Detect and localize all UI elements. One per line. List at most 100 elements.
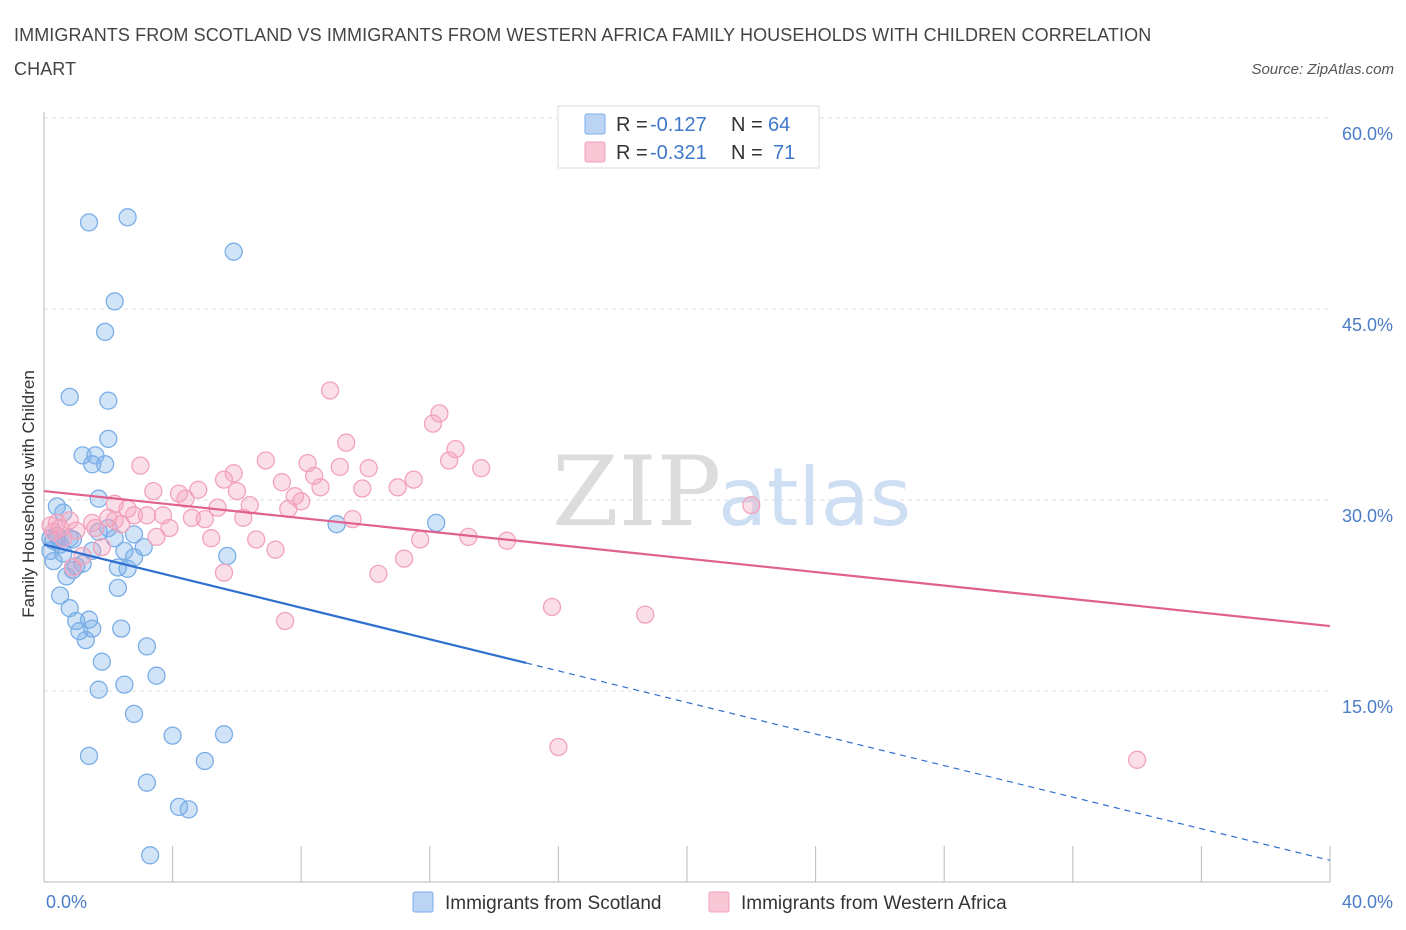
point-scotland-52 [95, 322, 115, 342]
point-scotland-59 [134, 537, 153, 557]
point-scotland-49 [99, 429, 118, 449]
point-scotland-6 [44, 551, 63, 571]
point-scotland-31 [115, 675, 134, 694]
bottom-legend-swatch-western-africa [708, 891, 730, 913]
point-western-africa-43 [311, 478, 330, 497]
point-scotland-30 [112, 619, 131, 638]
legend-swatch-scotland [584, 113, 606, 135]
point-scotland-27 [83, 619, 102, 638]
y-tick-label-2: 45.0% [1342, 315, 1393, 335]
point-western-africa-68 [214, 563, 234, 582]
point-western-africa-23 [176, 489, 195, 508]
point-western-africa-57 [439, 451, 459, 470]
legend-n-value-western-africa: 71 [773, 142, 795, 164]
legend-n-label: N = [731, 142, 763, 164]
point-western-africa-31 [227, 481, 247, 501]
point-scotland-60 [327, 515, 346, 534]
point-western-africa-66 [742, 495, 761, 515]
y-tick-label-3: 60.0% [1342, 124, 1393, 144]
point-western-africa-55 [423, 414, 443, 433]
y-tick-label-0: 15.0% [1342, 697, 1393, 717]
point-scotland-58 [108, 578, 128, 598]
point-western-africa-58 [446, 439, 465, 459]
point-western-africa-30 [224, 464, 243, 483]
point-scotland-32 [89, 680, 108, 699]
point-scotland-43 [140, 846, 160, 865]
correlation-legend: R = -0.127 N = 64 R = -0.321 N = 71 [557, 105, 820, 169]
legend-swatch-western-africa [584, 141, 606, 163]
point-western-africa-17 [137, 506, 157, 525]
point-scotland-62 [124, 525, 144, 544]
point-western-africa-40 [292, 492, 311, 511]
point-western-africa-44 [320, 381, 340, 400]
x-tick-label-max: 40.0% [1342, 892, 1393, 912]
point-western-africa-62 [542, 597, 562, 617]
x-tick-labels: 0.0% 40.0% [46, 892, 1393, 912]
point-western-africa-46 [337, 433, 356, 452]
point-western-africa-70 [105, 511, 124, 530]
point-western-africa-64 [549, 737, 568, 757]
trend-line-scotland [43, 543, 527, 665]
point-western-africa-25 [189, 480, 208, 499]
point-western-africa-15 [124, 506, 144, 525]
trend-lines [43, 489, 1331, 861]
point-western-africa-54 [411, 530, 430, 549]
y-tick-label-1: 30.0% [1342, 506, 1393, 526]
point-scotland-34 [137, 637, 157, 656]
point-scotland-56 [224, 242, 243, 261]
legend-n-label: N = [731, 114, 763, 136]
point-scotland-61 [427, 513, 446, 533]
legend-r-value-scotland: -0.127 [650, 114, 707, 136]
point-western-africa-36 [266, 540, 285, 559]
point-western-africa-35 [256, 451, 275, 470]
x-tick-label-min: 0.0% [46, 892, 87, 912]
point-western-africa-6 [67, 521, 86, 540]
point-western-africa-19 [147, 527, 166, 547]
point-western-africa-16 [131, 456, 150, 475]
point-western-africa-29 [214, 470, 234, 489]
point-scotland-33 [124, 704, 144, 724]
point-western-africa-42 [304, 466, 324, 485]
chart-title: IMMIGRANTS FROM SCOTLAND VS IMMIGRANTS F… [14, 25, 1152, 79]
point-scotland-51 [89, 489, 108, 508]
source-label: Source: ZipAtlas.com [1251, 61, 1394, 78]
point-western-africa-34 [247, 530, 266, 549]
point-western-africa-53 [404, 470, 423, 489]
point-western-africa-26 [195, 509, 214, 529]
point-scotland-44 [60, 387, 79, 407]
point-western-africa-21 [160, 518, 179, 538]
series-scotland-points [41, 208, 446, 865]
point-western-africa-18 [144, 481, 163, 501]
point-scotland-36 [163, 726, 182, 745]
point-western-africa-49 [359, 459, 378, 478]
point-western-africa-56 [430, 404, 449, 423]
point-scotland-37 [195, 751, 214, 771]
point-western-africa-52 [394, 549, 414, 568]
point-western-africa-60 [472, 459, 491, 478]
legend-r-value-western-africa: -0.321 [650, 142, 707, 164]
legend-n-value-scotland: 64 [768, 114, 790, 136]
point-scotland-10 [50, 586, 70, 605]
point-scotland-28 [76, 630, 95, 650]
point-western-africa-50 [369, 564, 388, 584]
point-scotland-38 [214, 725, 234, 744]
watermark-zip: ZIP [552, 436, 721, 548]
axes [43, 112, 1331, 883]
point-scotland-14 [73, 554, 92, 573]
point-western-africa-65 [1127, 750, 1147, 769]
trend-line-scotland-extension [526, 662, 1331, 861]
point-western-africa-8 [83, 513, 102, 533]
point-western-africa-27 [202, 529, 221, 548]
point-western-africa-69 [63, 558, 83, 577]
legend-r-label: R = [616, 114, 648, 136]
watermark: ZIP atlas [552, 436, 911, 548]
series-western-africa-points [41, 381, 1147, 769]
point-scotland-53 [105, 292, 124, 311]
point-scotland-54 [79, 213, 99, 232]
watermark-atlas: atlas [718, 451, 911, 544]
point-western-africa-37 [272, 473, 292, 492]
point-scotland-48 [95, 455, 115, 474]
point-scotland-39 [79, 746, 99, 766]
point-scotland-35 [147, 666, 166, 685]
